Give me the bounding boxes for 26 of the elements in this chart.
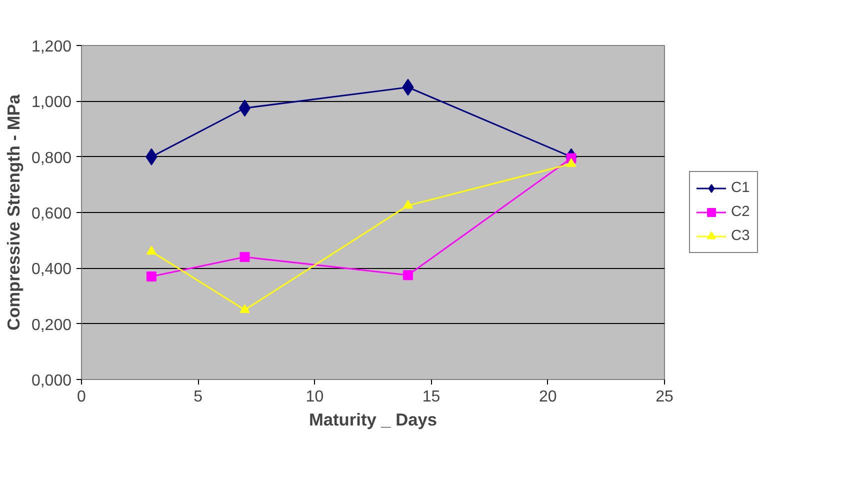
legend-label: C1 [731, 180, 751, 196]
x-axis-title: Maturity _ Days [308, 410, 438, 430]
point [402, 200, 413, 209]
y-tick-label: 1,200 [31, 38, 72, 56]
y-tick-label: 0,200 [31, 316, 72, 334]
y-tick-label: 1,000 [31, 94, 72, 112]
x-tick-label: 25 [656, 388, 674, 406]
y-tick-label: 0,400 [31, 261, 72, 278]
point [402, 270, 413, 280]
point [238, 100, 251, 117]
point [240, 252, 250, 262]
y-axis-title: Compressive Strength - MPa [3, 94, 24, 330]
point [240, 304, 250, 314]
x-tick-label: 20 [539, 388, 557, 406]
x-tick-label: 15 [422, 388, 440, 406]
x-tick-label: 5 [194, 388, 203, 406]
point [146, 246, 156, 255]
y-tick-label: 0,800 [31, 150, 72, 167]
x-tick-label: 0 [77, 388, 86, 406]
x-tick-label: 10 [306, 388, 324, 406]
legend-label: C2 [731, 204, 751, 220]
legend-label: C3 [731, 228, 751, 244]
point [146, 272, 156, 282]
point [566, 158, 576, 167]
y-tick-label: 0,600 [31, 206, 72, 222]
y-tick-label: 0,000 [31, 372, 72, 390]
